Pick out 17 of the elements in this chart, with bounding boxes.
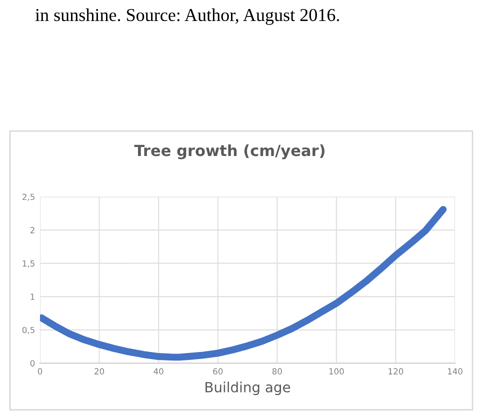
- x-tick-label: 100: [329, 368, 344, 374]
- y-tick-label: 1,5: [22, 260, 34, 268]
- x-tick-label: 0: [38, 368, 42, 374]
- y-tick-label: 2,5: [22, 194, 34, 201]
- x-tick-label: 120: [388, 368, 404, 374]
- text: in sunshine. Source: Author, August 2016.: [35, 8, 340, 25]
- x-tick-label: 140: [448, 368, 462, 374]
- x-tick-label: 40: [154, 368, 164, 374]
- x-tick-label: 80: [272, 368, 282, 374]
- x-tick-label: 20: [94, 368, 104, 374]
- x-tick-label: 60: [213, 368, 223, 374]
- y-tick-label: 1: [30, 294, 34, 300]
- y-tick-label: 2: [30, 227, 34, 234]
- y-tick-label: 0: [30, 360, 35, 366]
- y-tick-label: 0,5: [22, 326, 34, 334]
- x-axis-title: Building age: [206, 382, 290, 396]
- chart-title: Tree growth (cm/year): [134, 144, 324, 160]
